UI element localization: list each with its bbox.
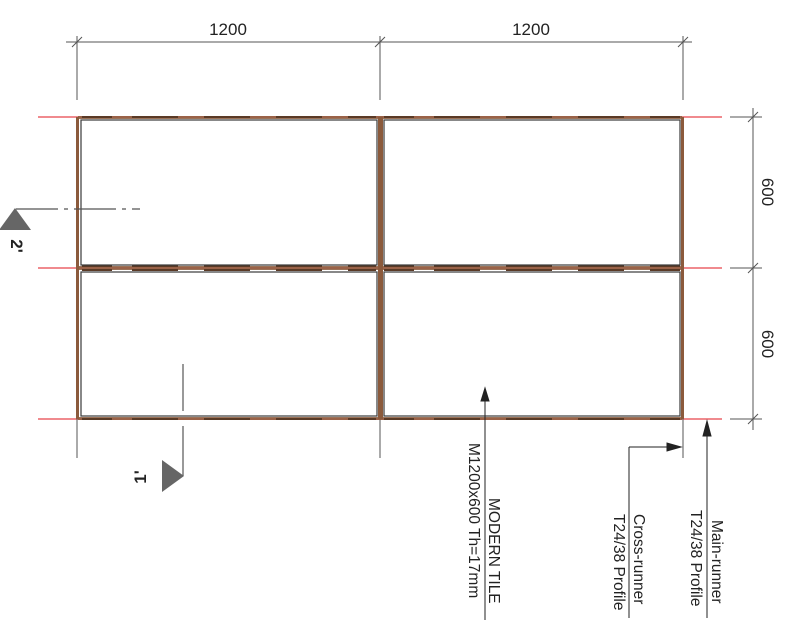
- tile-callout: [480, 386, 490, 620]
- tile-3: [80, 271, 378, 417]
- tile-callout-line1: MODERN TILE: [485, 498, 502, 604]
- section-1-marker: [162, 364, 184, 492]
- tile-2: [383, 119, 681, 266]
- section-arrow-icon: [162, 460, 184, 492]
- dimension-right-bottom: 600: [758, 330, 777, 358]
- tile-4: [383, 271, 681, 417]
- section-2-label: 2': [7, 239, 26, 253]
- dimension-top-right: 1200: [512, 20, 550, 39]
- tile-1: [80, 119, 378, 266]
- cross-runner-callout: [628, 442, 683, 618]
- dimension-right-top: 600: [758, 178, 777, 206]
- vertical-runners: [76, 117, 684, 419]
- runner-dashes: [82, 116, 680, 420]
- main-runner-line2: T24/38 Profile: [687, 510, 704, 607]
- tiles: [80, 119, 681, 417]
- main-runner-line1: Main-runner: [708, 520, 725, 604]
- section-2-marker: [0, 208, 140, 230]
- tile-callout-line2: M1200x600 Th=17mm: [465, 443, 482, 598]
- right-dimension: [730, 108, 762, 430]
- extension-lines: [76, 419, 684, 458]
- top-dimension: [66, 36, 692, 100]
- cross-runner-line1: Cross-runner: [630, 514, 647, 604]
- main-runner-callout: [702, 419, 712, 618]
- section-arrow-icon: [0, 208, 31, 230]
- dimension-top-left: 1200: [209, 20, 247, 39]
- cross-runner-line2: T24/38 Profile: [610, 514, 627, 611]
- section-1-label: 1': [131, 470, 150, 484]
